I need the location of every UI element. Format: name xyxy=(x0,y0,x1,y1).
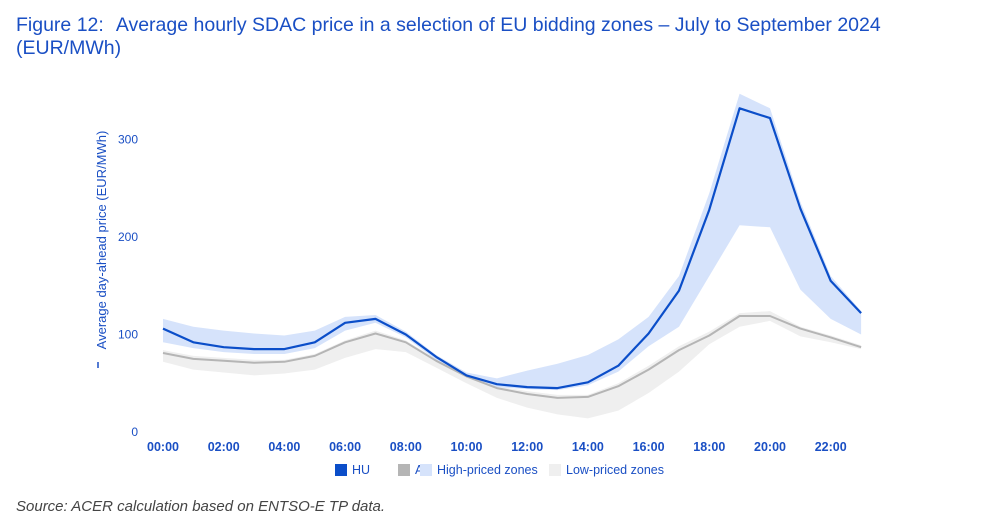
source-note: Source: ACER calculation based on ENTSO-… xyxy=(16,498,386,515)
x-tick-label: 08:00 xyxy=(390,440,422,454)
x-tick-label: 00:00 xyxy=(147,440,179,454)
x-tick-label: 22:00 xyxy=(815,440,847,454)
band-low-priced-zones xyxy=(163,311,862,419)
line-at xyxy=(162,315,862,399)
band-high-priced-zones xyxy=(163,93,862,391)
x-tick-label: 18:00 xyxy=(693,440,725,454)
x-tick-label: 12:00 xyxy=(511,440,543,454)
y-tick-label: 0 xyxy=(131,425,138,439)
x-tick-label: 14:00 xyxy=(572,440,604,454)
legend-label-hu: HU xyxy=(352,463,370,477)
band-layer xyxy=(163,93,862,419)
legend-swatch-high-priced-zones xyxy=(420,464,432,476)
x-tick-label: 10:00 xyxy=(451,440,483,454)
legend-swatch-at xyxy=(398,464,410,476)
legend-label-low-priced-zones: Low-priced zones xyxy=(566,463,664,477)
y-tick-label: 300 xyxy=(118,133,138,147)
figure-number: Figure 12: xyxy=(16,14,104,36)
x-tick-label: 20:00 xyxy=(754,440,786,454)
legend-swatch-low-priced-zones xyxy=(549,464,561,476)
figure-title: Figure 12: Average hourly SDAC price in a… xyxy=(16,14,976,60)
x-tick-label: 02:00 xyxy=(208,440,240,454)
y-tick-label: 100 xyxy=(118,328,138,342)
x-tick-label: 06:00 xyxy=(329,440,361,454)
y-axis-label: Average day-ahead price (EUR/MWh) xyxy=(94,131,109,350)
x-tick-label: 04:00 xyxy=(268,440,300,454)
y-axis-ticks: 0 100 200 300 xyxy=(118,133,138,440)
figure-title-text: Average hourly SDAC price in a selection… xyxy=(16,14,881,59)
x-tick-label: 16:00 xyxy=(633,440,665,454)
x-axis-ticks: 00:00 02:00 04:00 06:00 08:00 10:00 12:00 14:00… xyxy=(147,440,847,454)
y-tick-label: 200 xyxy=(118,230,138,244)
line-layer xyxy=(162,107,862,399)
line-hu xyxy=(162,107,862,390)
legend-swatch-hu xyxy=(335,464,347,476)
legend-label-high-priced-zones: High-priced zones xyxy=(437,463,538,477)
